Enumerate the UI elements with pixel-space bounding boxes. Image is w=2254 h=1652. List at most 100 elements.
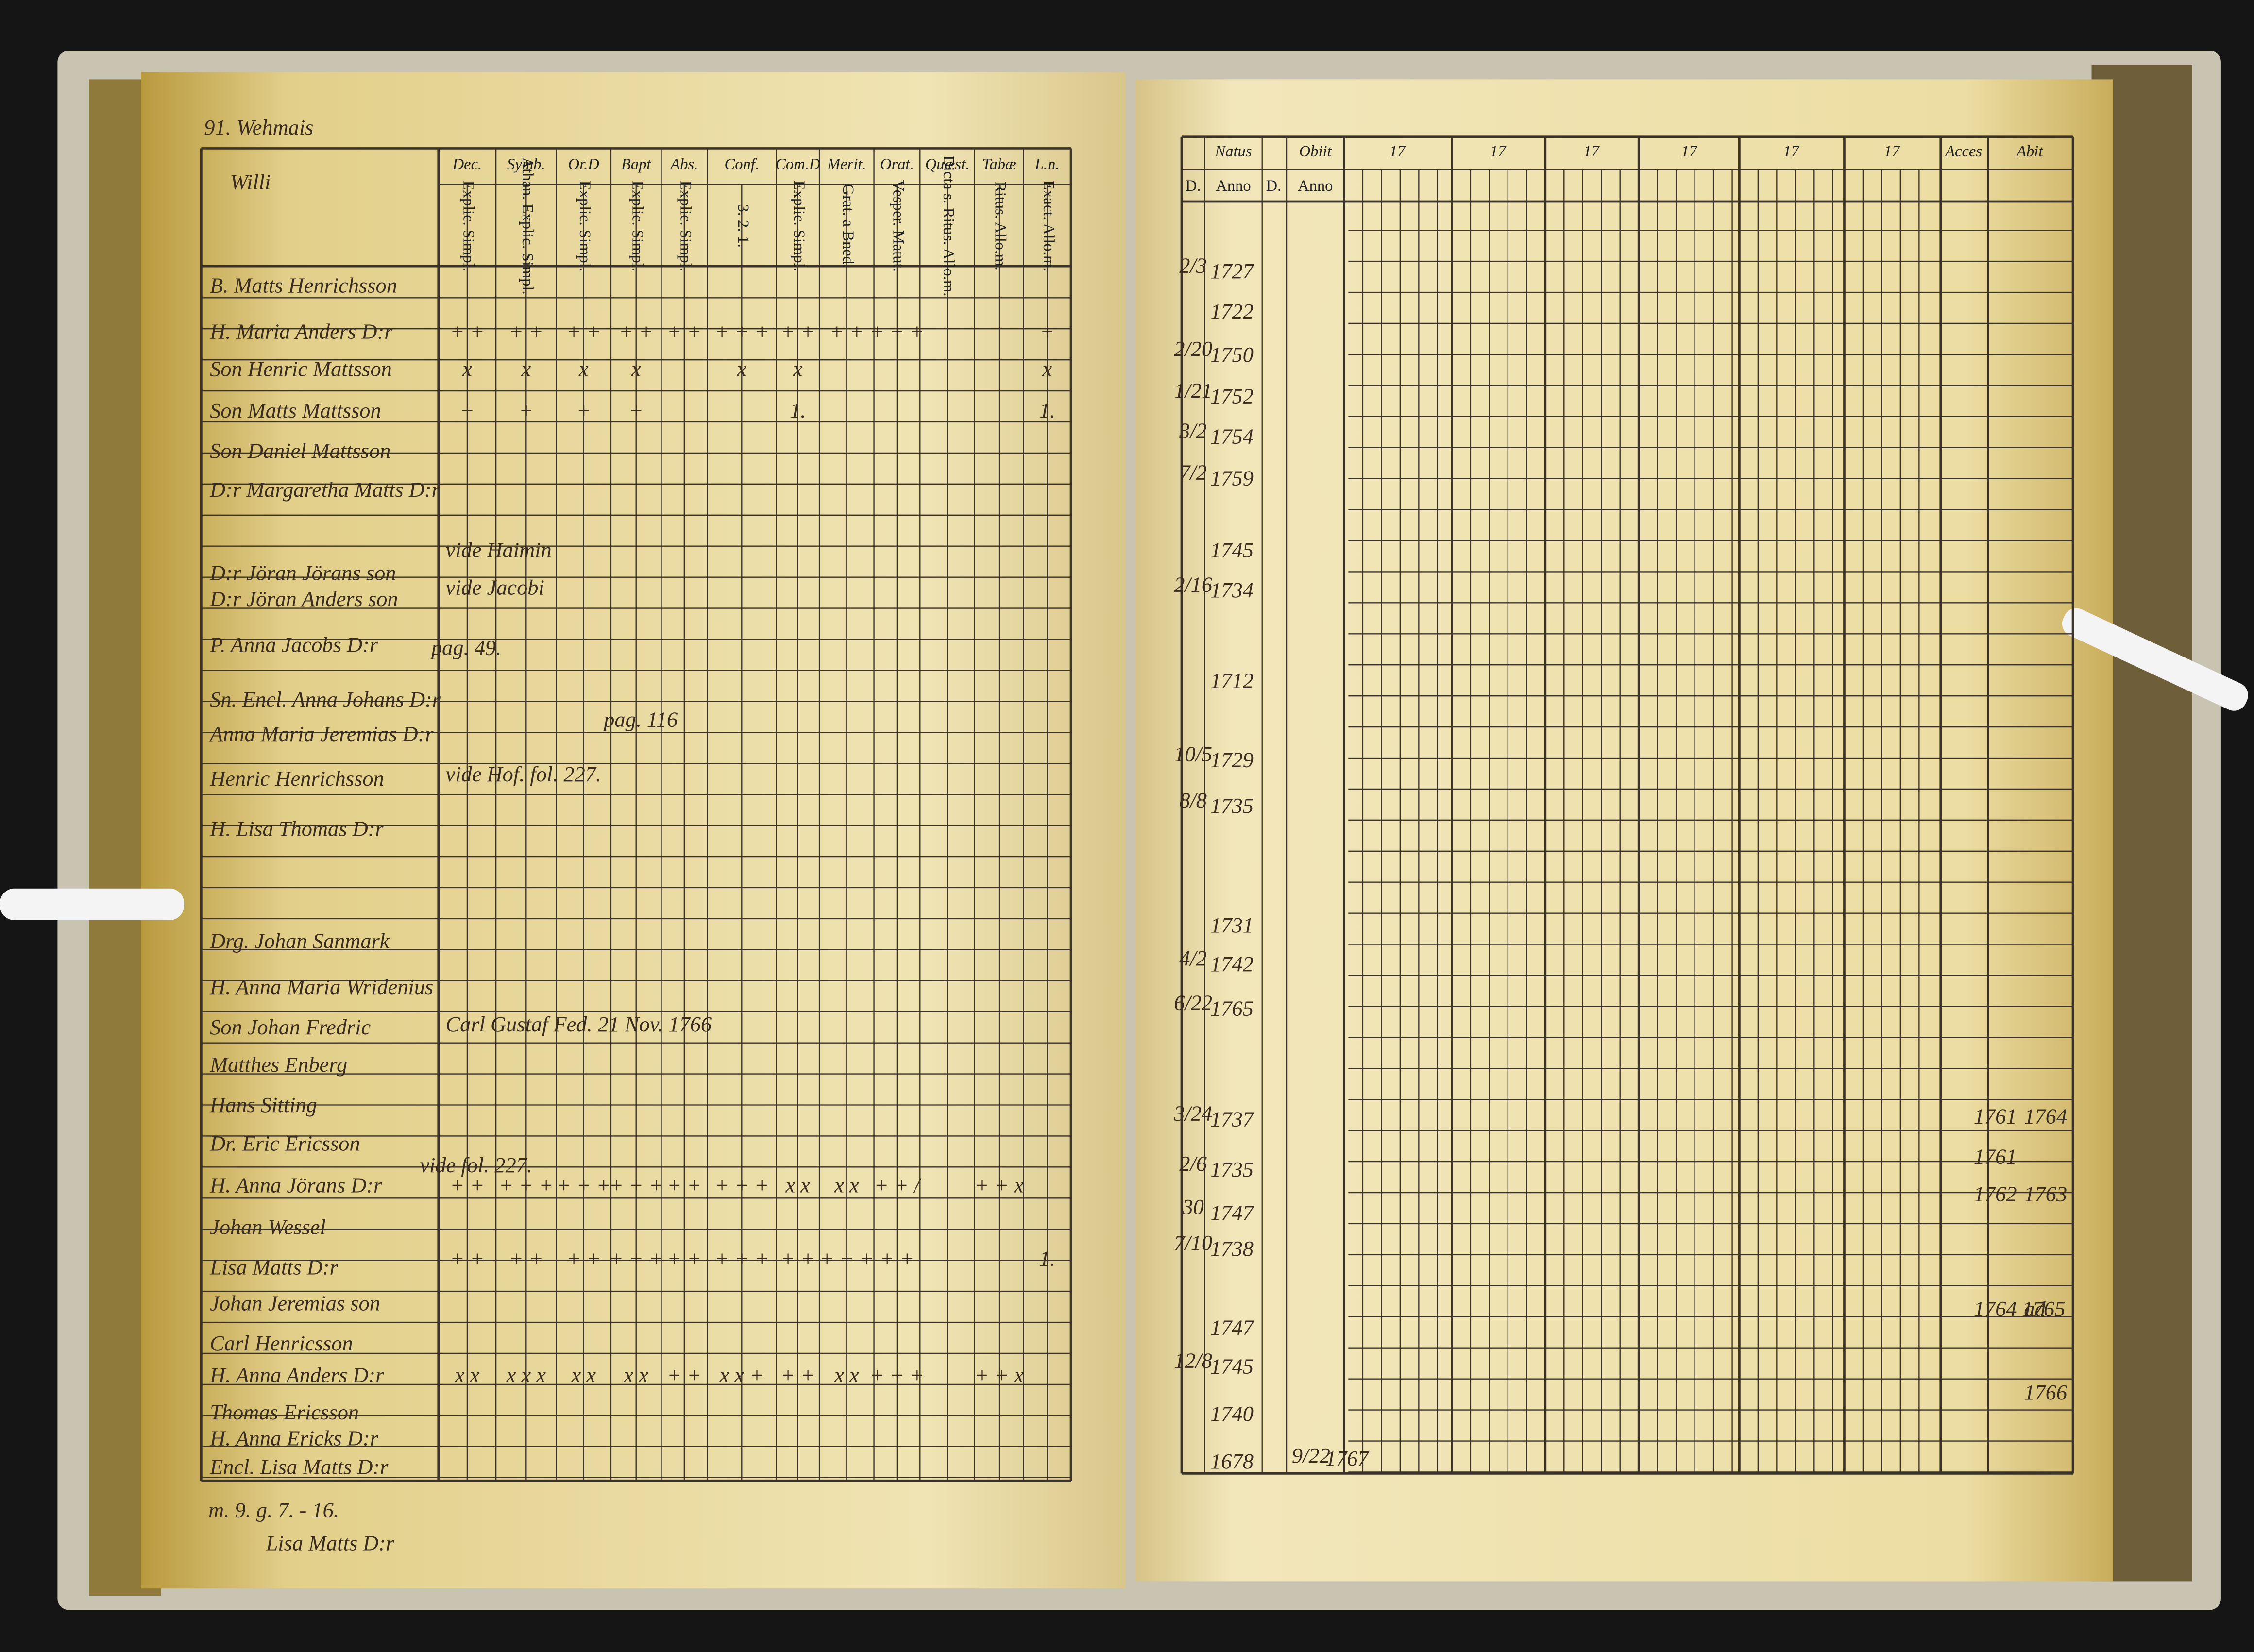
acces: 1762 [1974, 1181, 2017, 1206]
note: vide fol. 227. [420, 1153, 532, 1177]
name: D:r Jöran Anders son [209, 587, 398, 611]
name: H. Anna Ericks D:r [209, 1426, 378, 1450]
birth-day: 1/21 [1174, 378, 1212, 403]
note: vide Haimin [446, 538, 552, 562]
column-header: L.n. [1034, 155, 1060, 173]
birth-year: 1735 [1210, 793, 1254, 818]
column-header: Abit [2016, 143, 2043, 160]
column-header: 17 [1490, 143, 1507, 160]
mark-entry: + + x [974, 1363, 1024, 1387]
left-page [141, 72, 1126, 1589]
sub-header: Explic. Simpl. [628, 181, 646, 271]
sub-header: Ritus. Allo.m. [992, 182, 1009, 270]
note: vide Hof. fol. 227. [446, 762, 601, 786]
birth-year: 1750 [1210, 342, 1254, 367]
birth-year: 1740 [1210, 1401, 1254, 1426]
name: D:r Margaretha Matts D:r [209, 477, 440, 502]
mark-entry: + + [566, 319, 601, 343]
mark-entry: + + + [499, 1173, 553, 1197]
abit: ad [2024, 1297, 2046, 1321]
acces: 1761 [1974, 1104, 2017, 1129]
sub-header: D. [1186, 177, 1201, 195]
birth-day: 6/22 [1174, 991, 1212, 1015]
mark-entry: x x [455, 1363, 480, 1387]
column-header: Tabæ [982, 155, 1016, 173]
birth-day: 30 [1182, 1195, 1203, 1219]
name: Anna Maria Jeremias D:r [208, 722, 434, 746]
name: Johan Jeremias son [210, 1291, 380, 1315]
column-header: Orat. [880, 155, 914, 173]
acces: 1764 1765 [1974, 1297, 2066, 1321]
mark-entry: + + [619, 319, 653, 343]
birth-year: 1729 [1210, 747, 1254, 772]
mark-entry: + + [880, 1247, 914, 1271]
birth-day: 3/24 [1173, 1101, 1212, 1126]
column-header: Conf. [725, 155, 759, 173]
mark-entry: + + + [870, 1363, 924, 1387]
mark-entry: x x + [719, 1363, 764, 1387]
column-header: 17 [1681, 143, 1698, 160]
name: Carl Henricsson [210, 1331, 353, 1355]
name: H. Lisa Thomas D:r [209, 817, 384, 841]
note: Carl Gustaf Fed. 21 Nov. 1766 [446, 1012, 712, 1036]
acces: 1761 [1974, 1144, 2017, 1168]
birth-day: 2/6 [1179, 1151, 1207, 1176]
death-day: 9/22 [1292, 1443, 1330, 1467]
birth-day: 8/8 [1179, 788, 1207, 812]
mark-entry: 1. [1039, 398, 1055, 422]
name: Johan Wessel [210, 1214, 326, 1239]
birth-year: 1727 [1210, 259, 1254, 283]
name: H. Anna Anders D:r [209, 1363, 384, 1387]
mark-entry: + + + [714, 1247, 769, 1271]
birth-year: 1754 [1210, 424, 1254, 449]
birth-day: 3/2 [1179, 419, 1207, 443]
mark-entry: + + + [819, 1247, 874, 1271]
mark-entry: + + [780, 1363, 815, 1387]
column-header: Abs. [669, 155, 698, 173]
column-header: 17 [1583, 143, 1600, 160]
name: Drg. Johan Sanmark [209, 928, 390, 953]
bookmark [0, 888, 184, 920]
birth-day: 2/20 [1174, 337, 1212, 361]
mark-entry: + + + [714, 1173, 769, 1197]
mark-entry: + + + [870, 319, 924, 343]
footer: m. 9. g. 7. - 16. [208, 1498, 339, 1522]
footer: Lisa Matts D:r [266, 1531, 395, 1555]
bookmark [2062, 608, 2248, 711]
name: Encl. Lisa Matts D:r [209, 1455, 389, 1479]
mark-entry: + + [509, 1247, 543, 1271]
name: Henric Henrichsson [209, 766, 384, 791]
name: Sn. Encl. Anna Johans D:r [210, 687, 441, 711]
mark-entry: + + / [874, 1173, 922, 1197]
mark-entry: + [519, 398, 533, 422]
name: Thomas Ericsson [210, 1400, 359, 1424]
sub-header: Grat. a Bned. [839, 184, 857, 269]
mark-entry: 1. [790, 398, 806, 422]
mark-entry: + + [667, 1363, 701, 1387]
name: D:r Jöran Jörans son [209, 561, 396, 585]
mark-entry: x [1042, 356, 1052, 381]
mark-entry: + + [830, 319, 864, 343]
mark-entry: x x [834, 1363, 859, 1387]
sub-header: Explic. Simpl. [459, 181, 477, 271]
mark-entry: x [578, 356, 589, 381]
birth-year: 1765 [1210, 996, 1254, 1021]
mark-entry: x [521, 356, 531, 381]
mark-entry: + + [667, 1173, 701, 1197]
column-header: 17 [1783, 143, 1800, 160]
mark-entry: x [736, 356, 746, 381]
mark-entry: x [793, 356, 803, 381]
column-header: 17 [1390, 143, 1406, 160]
mark-entry: + [1040, 319, 1054, 343]
page-title: 91. Wehmais [204, 115, 313, 139]
birth-day: 2/16 [1174, 572, 1212, 596]
mark-entry: + + [450, 1173, 484, 1197]
birth-year: 1747 [1210, 1200, 1254, 1225]
name: Lisa Matts D:r [209, 1255, 339, 1279]
birth-year: 1712 [1210, 669, 1254, 693]
name: Son Johan Fredric [210, 1015, 371, 1039]
abit: 1764 [2024, 1104, 2067, 1129]
mark-entry: + + [667, 1247, 701, 1271]
